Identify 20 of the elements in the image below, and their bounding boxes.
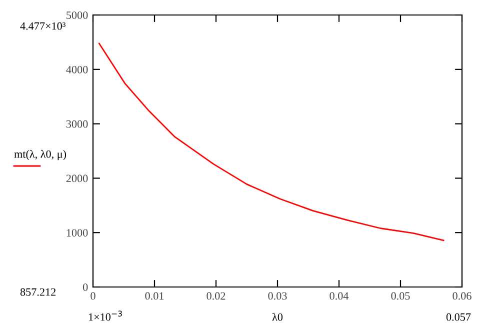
x-tick-label: 0: [90, 292, 96, 300]
y-tick-label: 4000: [66, 66, 88, 74]
text: mt(λ, λ0, μ): [14, 150, 66, 160]
text: 4.477×10³: [20, 22, 66, 30]
text: 1×10$^{−3}$: [88, 310, 122, 321]
text: 857.212: [20, 288, 56, 296]
y-tick-label: 5000: [66, 11, 88, 19]
x-tick-label: 0.01: [145, 292, 164, 300]
line-series: [98, 42, 444, 242]
y-tick-label: 3000: [66, 120, 88, 128]
x-tick-label: 0.06: [452, 292, 472, 300]
y-tick-label: 2000: [66, 174, 88, 182]
x-tick-label: 0.05: [391, 292, 410, 300]
text: 0.057: [446, 313, 471, 321]
y-tick-label: 0: [83, 283, 88, 291]
y-tick-label: 1000: [66, 229, 88, 237]
x-tick-label: 0.03: [268, 292, 287, 300]
x-tick-label: 0.02: [206, 292, 226, 300]
x-tick-label: 0.04: [330, 292, 349, 300]
x-axis-title: λ0: [272, 312, 283, 321]
